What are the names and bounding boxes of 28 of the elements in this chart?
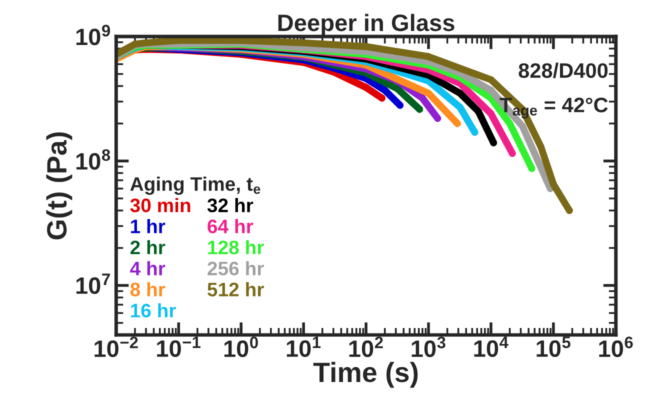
text: 256 hr	[208, 261, 264, 276]
x-tick-label: 10$^{0}$	[224, 336, 258, 358]
x-tick-label: 10$^{5}$	[536, 336, 570, 357]
text: 2 hr	[130, 240, 166, 254]
y-tick-label: 10$^{7}$	[76, 274, 110, 294]
legend-title: Aging Time, t$_{e}$	[130, 176, 260, 195]
text: 16 hr	[131, 303, 176, 318]
text: 64 hr	[208, 219, 254, 234]
x-tick-label: 10$^{−1}$	[157, 336, 200, 357]
x-tick-label: 10$^{3}$	[412, 336, 446, 358]
y-tick-label: 10$^{8}$	[76, 149, 110, 170]
x-tick-label: 10$^{1}$	[286, 336, 321, 357]
x-tick-label: 10$^{−2}$	[94, 336, 138, 358]
x-tick-label: 10$^{2}$	[349, 336, 383, 358]
text: 8 hr	[130, 282, 166, 296]
x-tick-label: 10$^{4}$	[474, 336, 508, 357]
annotation: 828/D400	[518, 62, 608, 78]
text: 512 hr	[208, 282, 264, 296]
text: 32 hr	[207, 198, 254, 212]
y-tick-label: 10$^{9}$	[76, 24, 110, 46]
text: 30 min	[130, 198, 190, 212]
text: 4 hr	[130, 261, 166, 276]
chart-title: Deeper in Glass	[278, 14, 454, 36]
x-axis-title: Time (s)	[313, 362, 418, 388]
x-tick-label: 10$^{6}$	[599, 336, 633, 358]
text: 128 hr	[208, 240, 264, 254]
y-axis-title: G(t) (Pa)	[46, 132, 72, 240]
text: 1 hr	[131, 219, 166, 234]
